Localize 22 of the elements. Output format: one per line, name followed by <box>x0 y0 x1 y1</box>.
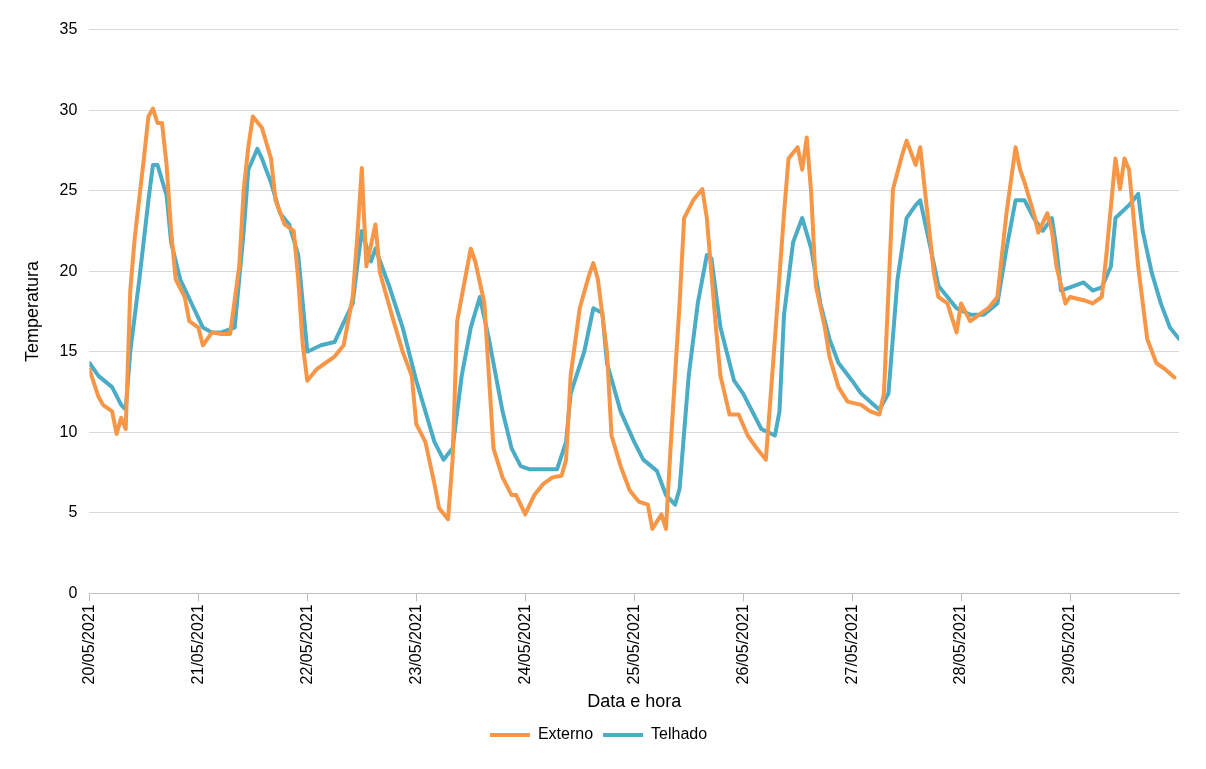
x-tick-label: 20/05/2021 <box>79 604 97 685</box>
x-tick-label: 23/05/2021 <box>406 604 424 685</box>
y-tick-label: 35 <box>59 20 78 38</box>
x-tick-label: 22/05/2021 <box>297 604 315 685</box>
x-axis-title: Data e hora <box>587 691 683 712</box>
x-tick-label: 29/05/2021 <box>1060 604 1078 685</box>
y-tick-label: 0 <box>68 583 78 601</box>
y-tick-label: 20 <box>59 261 78 279</box>
legend-label: Telhado <box>651 725 708 743</box>
y-tick-label: 30 <box>59 100 78 118</box>
x-tick-label: 24/05/2021 <box>515 604 533 685</box>
y-tick-label: 25 <box>59 181 78 199</box>
y-tick-label: 10 <box>59 422 78 440</box>
x-tick-label: 27/05/2021 <box>842 604 860 685</box>
y-axis-title: Temperatura <box>21 259 42 362</box>
x-tick-label: 25/05/2021 <box>624 604 642 685</box>
legend-label: Externo <box>537 725 594 743</box>
x-tick-label: 28/05/2021 <box>951 604 969 685</box>
y-tick-label: 5 <box>68 503 78 521</box>
y-tick-label: 15 <box>59 342 78 360</box>
x-tick-label: 21/05/2021 <box>188 604 206 685</box>
x-tick-label: 26/05/2021 <box>733 604 751 685</box>
